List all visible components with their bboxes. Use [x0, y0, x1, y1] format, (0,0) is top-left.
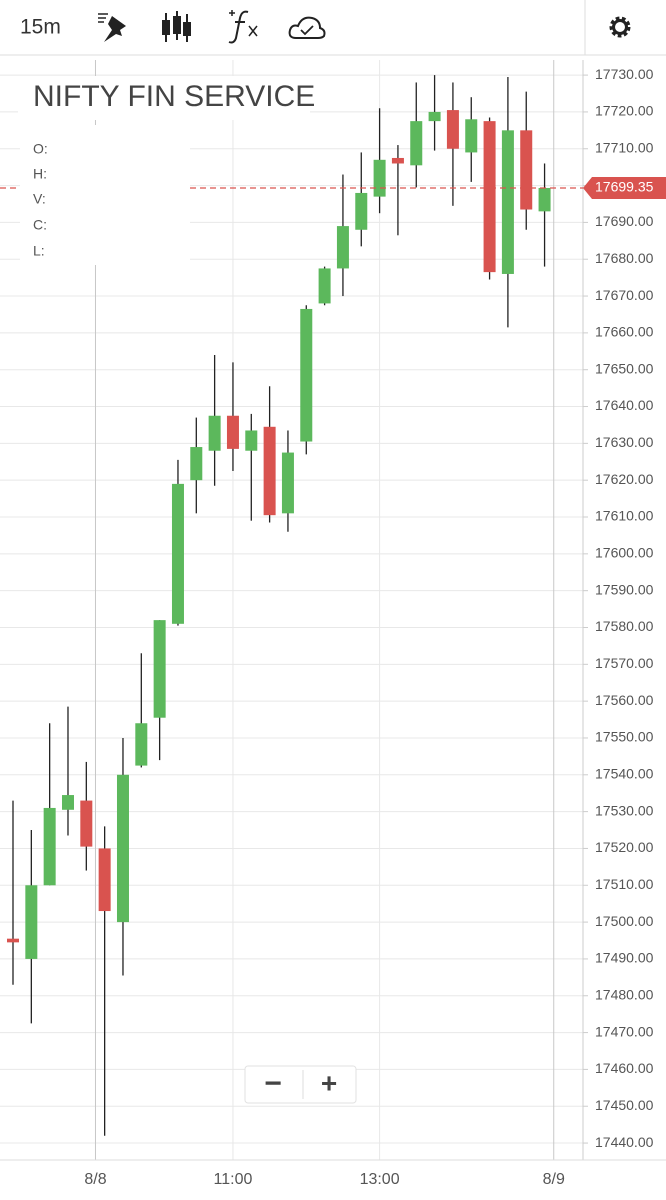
- cloud-icon[interactable]: [288, 16, 326, 39]
- candle-body: [245, 430, 258, 451]
- y-tick-label: 17450.00: [595, 1097, 654, 1113]
- ohlc-label: H:: [33, 166, 47, 182]
- ohlc-panel: [20, 125, 190, 265]
- y-tick-label: 17570.00: [595, 655, 654, 671]
- y-tick-label: 17470.00: [595, 1023, 654, 1039]
- candle-body: [373, 159, 386, 197]
- ohlc-label: V:: [33, 191, 46, 207]
- chart-title: NIFTY FIN SERVICE: [33, 80, 315, 113]
- y-tick-label: 17580.00: [595, 618, 654, 634]
- y-tick-label: 17720.00: [595, 103, 654, 119]
- indicator-icon[interactable]: [228, 10, 258, 44]
- candle-body: [61, 795, 74, 810]
- ohlc-label: L:: [33, 243, 45, 259]
- candle-body: [446, 110, 459, 149]
- candle-body: [208, 415, 221, 451]
- candle-body: [336, 226, 349, 269]
- candle-body: [428, 111, 441, 122]
- y-tick-label: 17440.00: [595, 1134, 654, 1150]
- candle-body: [43, 807, 56, 886]
- candle-body: [116, 774, 129, 923]
- candle-body: [263, 426, 276, 516]
- y-tick-label: 17480.00: [595, 986, 654, 1002]
- last-price-label: 17699.35: [595, 179, 654, 195]
- x-tick-label: 8/8: [84, 1171, 106, 1188]
- candle-body: [501, 130, 514, 274]
- candle-body: [190, 447, 203, 481]
- ohlc-label: O:: [33, 141, 48, 157]
- candle-body: [318, 268, 331, 304]
- candle-body: [7, 938, 19, 943]
- y-tick-label: 17630.00: [595, 434, 654, 450]
- candle-body: [281, 452, 294, 514]
- y-tick-label: 17660.00: [595, 324, 654, 340]
- candle-body: [98, 848, 111, 912]
- candle-body: [25, 885, 38, 959]
- y-tick-label: 17680.00: [595, 250, 654, 266]
- zoom-box: [244, 1065, 357, 1104]
- y-tick-label: 17600.00: [595, 545, 654, 561]
- y-tick-label: 17560.00: [595, 692, 654, 708]
- y-tick-label: 17650.00: [595, 360, 654, 376]
- y-tick-label: 17530.00: [595, 802, 654, 818]
- y-tick-label: 17710.00: [595, 139, 654, 155]
- pin-icon[interactable]: [98, 13, 126, 42]
- candle-body: [465, 119, 478, 153]
- candle-body: [410, 121, 423, 166]
- candle-body: [300, 308, 313, 442]
- candle-body: [520, 130, 533, 210]
- candle-body: [226, 415, 239, 449]
- candle-body: [80, 800, 93, 847]
- x-tick-label: 13:00: [360, 1171, 400, 1188]
- interval-button[interactable]: 15m: [20, 16, 61, 39]
- y-tick-label: 17590.00: [595, 581, 654, 597]
- x-tick-label: 11:00: [214, 1171, 253, 1188]
- candle-body: [135, 723, 148, 766]
- x-tick-label: 8/9: [543, 1171, 565, 1188]
- zoom-in-button[interactable]: +: [321, 1067, 337, 1098]
- candle-body: [483, 121, 496, 273]
- y-tick-label: 17690.00: [595, 213, 654, 229]
- y-tick-label: 17620.00: [595, 471, 654, 487]
- y-tick-label: 17460.00: [595, 1060, 654, 1076]
- y-tick-label: 17730.00: [595, 66, 654, 82]
- zoom-control: − +: [244, 1065, 357, 1104]
- candle-body: [391, 157, 404, 164]
- y-tick-label: 17500.00: [595, 913, 654, 929]
- candle-body: [538, 187, 551, 212]
- plot: 17440.00 17450.00 17460.00 17470.00 17480.00…: [0, 60, 666, 1188]
- y-tick-label: 17640.00: [595, 397, 654, 413]
- y-tick-label: 17610.00: [595, 508, 654, 524]
- last-price-tag: [583, 176, 666, 199]
- y-tick-label: 17670.00: [595, 287, 654, 303]
- candle-body: [171, 483, 184, 624]
- y-tick-label: 17490.00: [595, 950, 654, 966]
- candles-icon[interactable]: [162, 11, 191, 42]
- y-tick-label: 17520.00: [595, 839, 654, 855]
- y-tick-label: 17510.00: [595, 876, 654, 892]
- y-tick-label: 17540.00: [595, 766, 654, 782]
- title-background: [18, 76, 310, 120]
- zoom-out-button[interactable]: −: [264, 1067, 282, 1100]
- settings-icon[interactable]: [609, 16, 631, 38]
- candle-body: [355, 192, 368, 230]
- candle-body: [153, 620, 166, 718]
- toolbar: [0, 0, 666, 55]
- ohlc-label: C:: [33, 217, 47, 233]
- y-tick-label: 17550.00: [595, 729, 654, 745]
